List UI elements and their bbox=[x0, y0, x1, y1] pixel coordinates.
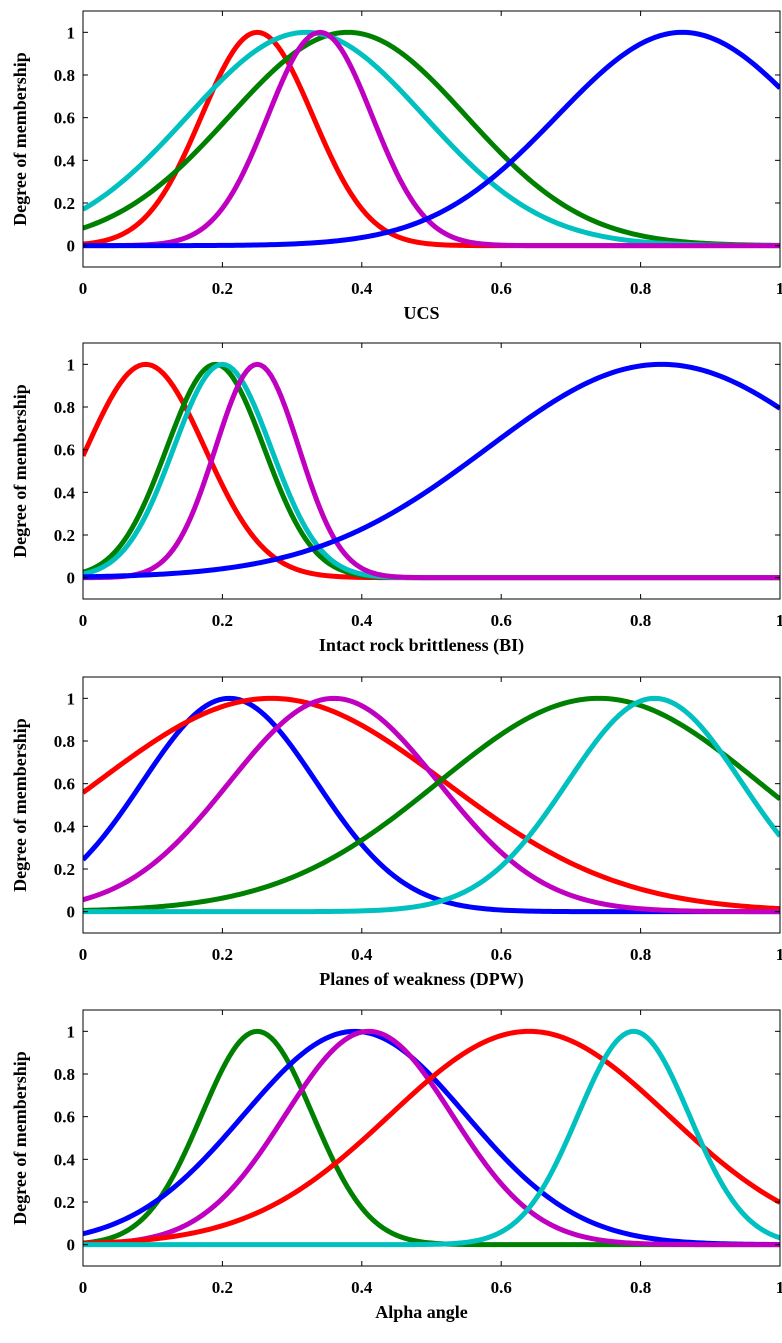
x-axis-label: UCS bbox=[403, 303, 439, 323]
chart-panel-2: 0 0.2 0.4 0.6 0.8 1 0 0.2 0.4 0.6 0.8 1 Intact rock … bbox=[10, 342, 782, 656]
series-line-4 bbox=[83, 361, 780, 581]
x-tick-label: 0.4 bbox=[351, 1278, 373, 1297]
series-line-3 bbox=[83, 29, 780, 249]
chart-panel-3: 0 0.2 0.4 0.6 0.8 1 0 0.2 0.4 0.6 0.8 1 Planes of we… bbox=[10, 676, 782, 990]
y-tick-label: 0.2 bbox=[54, 1193, 75, 1212]
y-axis-label: Degree of membership bbox=[10, 718, 30, 892]
x-tick-label: 0.6 bbox=[491, 945, 512, 964]
y-tick-label: 0.2 bbox=[54, 860, 75, 879]
x-tick-label: 0.8 bbox=[630, 279, 651, 298]
y-tick-label: 0 bbox=[67, 1236, 76, 1255]
y-tick-label: 1 bbox=[67, 689, 76, 708]
x-tick-label: 0.4 bbox=[351, 279, 373, 298]
axes-box bbox=[82, 676, 781, 934]
x-tick-label: 0 bbox=[79, 1278, 88, 1297]
x-tick-label: 1 bbox=[776, 611, 782, 630]
x-tick-label: 0 bbox=[79, 611, 88, 630]
series-line-2 bbox=[83, 29, 780, 248]
y-tick-label: 0.8 bbox=[54, 732, 75, 751]
x-tick-label: 0.8 bbox=[630, 945, 651, 964]
y-tick-label: 0.4 bbox=[54, 151, 76, 170]
series-line-2 bbox=[83, 1028, 780, 1248]
x-tick-label: 1 bbox=[776, 945, 782, 964]
series-line-2 bbox=[83, 695, 780, 912]
series-line-1 bbox=[83, 695, 780, 915]
series-line-5 bbox=[83, 361, 780, 580]
x-tick-label: 0.6 bbox=[491, 1278, 512, 1297]
y-axis-label: Degree of membership bbox=[10, 52, 30, 226]
axes-box bbox=[82, 1009, 781, 1267]
chart-panel-1: 0 0.2 0.4 0.6 0.8 1 0 0.2 0.4 0.6 0.8 1 UCS Degree of… bbox=[10, 10, 782, 323]
y-tick-label: 0.6 bbox=[54, 109, 75, 128]
y-tick-label: 0.8 bbox=[54, 1065, 75, 1084]
y-tick-label: 0.2 bbox=[54, 194, 75, 213]
y-tick-label: 0.6 bbox=[54, 1108, 75, 1127]
series-line-4 bbox=[83, 695, 780, 913]
x-tick-label: 1 bbox=[776, 1278, 782, 1297]
series-line-5 bbox=[83, 1028, 780, 1248]
x-tick-label: 0.2 bbox=[212, 279, 233, 298]
y-tick-label: 0.2 bbox=[54, 526, 75, 545]
x-tick-label: 0 bbox=[79, 279, 88, 298]
x-axis-label: Alpha angle bbox=[375, 1302, 468, 1322]
y-tick-label: 0.4 bbox=[54, 1150, 76, 1169]
y-tick-label: 0.8 bbox=[54, 66, 75, 85]
x-tick-label: 0.2 bbox=[212, 611, 233, 630]
y-axis-label: Degree of membership bbox=[10, 1051, 30, 1225]
series-line-4 bbox=[83, 1028, 780, 1246]
axes-box bbox=[82, 342, 781, 600]
x-tick-label: 0.4 bbox=[351, 611, 373, 630]
series-line-3 bbox=[83, 695, 780, 915]
y-axis-label: Degree of membership bbox=[10, 384, 30, 558]
y-tick-label: 0.8 bbox=[54, 398, 75, 417]
y-tick-label: 0.6 bbox=[54, 441, 75, 460]
x-tick-label: 0.8 bbox=[630, 1278, 651, 1297]
x-tick-label: 1 bbox=[776, 279, 782, 298]
y-tick-label: 1 bbox=[67, 355, 76, 374]
y-tick-label: 0.4 bbox=[54, 483, 76, 502]
y-tick-label: 0 bbox=[67, 237, 76, 256]
series-line-3 bbox=[83, 1028, 780, 1248]
series-line-5 bbox=[83, 695, 780, 915]
x-tick-label: 0 bbox=[79, 945, 88, 964]
x-axis-label: Planes of weakness (DPW) bbox=[319, 969, 524, 990]
chart-panel-4: 0 0.2 0.4 0.6 0.8 1 0 0.2 0.4 0.6 0.8 1 Alpha angle D… bbox=[10, 1009, 782, 1322]
x-tick-label: 0.4 bbox=[351, 945, 373, 964]
y-tick-label: 0 bbox=[67, 569, 76, 588]
y-tick-label: 0 bbox=[67, 903, 76, 922]
x-tick-label: 0.6 bbox=[491, 611, 512, 630]
y-tick-label: 1 bbox=[67, 1022, 76, 1041]
x-axis-label: Intact rock brittleness (BI) bbox=[319, 635, 524, 656]
y-tick-label: 1 bbox=[67, 23, 76, 42]
series-line-4 bbox=[83, 29, 780, 249]
series-line-1 bbox=[83, 29, 780, 249]
series-line-5 bbox=[83, 29, 780, 249]
x-tick-label: 0.2 bbox=[212, 1278, 233, 1297]
x-tick-label: 0.2 bbox=[212, 945, 233, 964]
x-tick-label: 0.8 bbox=[630, 611, 651, 630]
series-line-2 bbox=[83, 361, 780, 581]
axes-box bbox=[82, 10, 781, 268]
y-tick-label: 0.4 bbox=[54, 817, 76, 836]
y-tick-label: 0.6 bbox=[54, 775, 75, 794]
x-tick-label: 0.6 bbox=[491, 279, 512, 298]
series-line-1 bbox=[83, 1028, 780, 1248]
